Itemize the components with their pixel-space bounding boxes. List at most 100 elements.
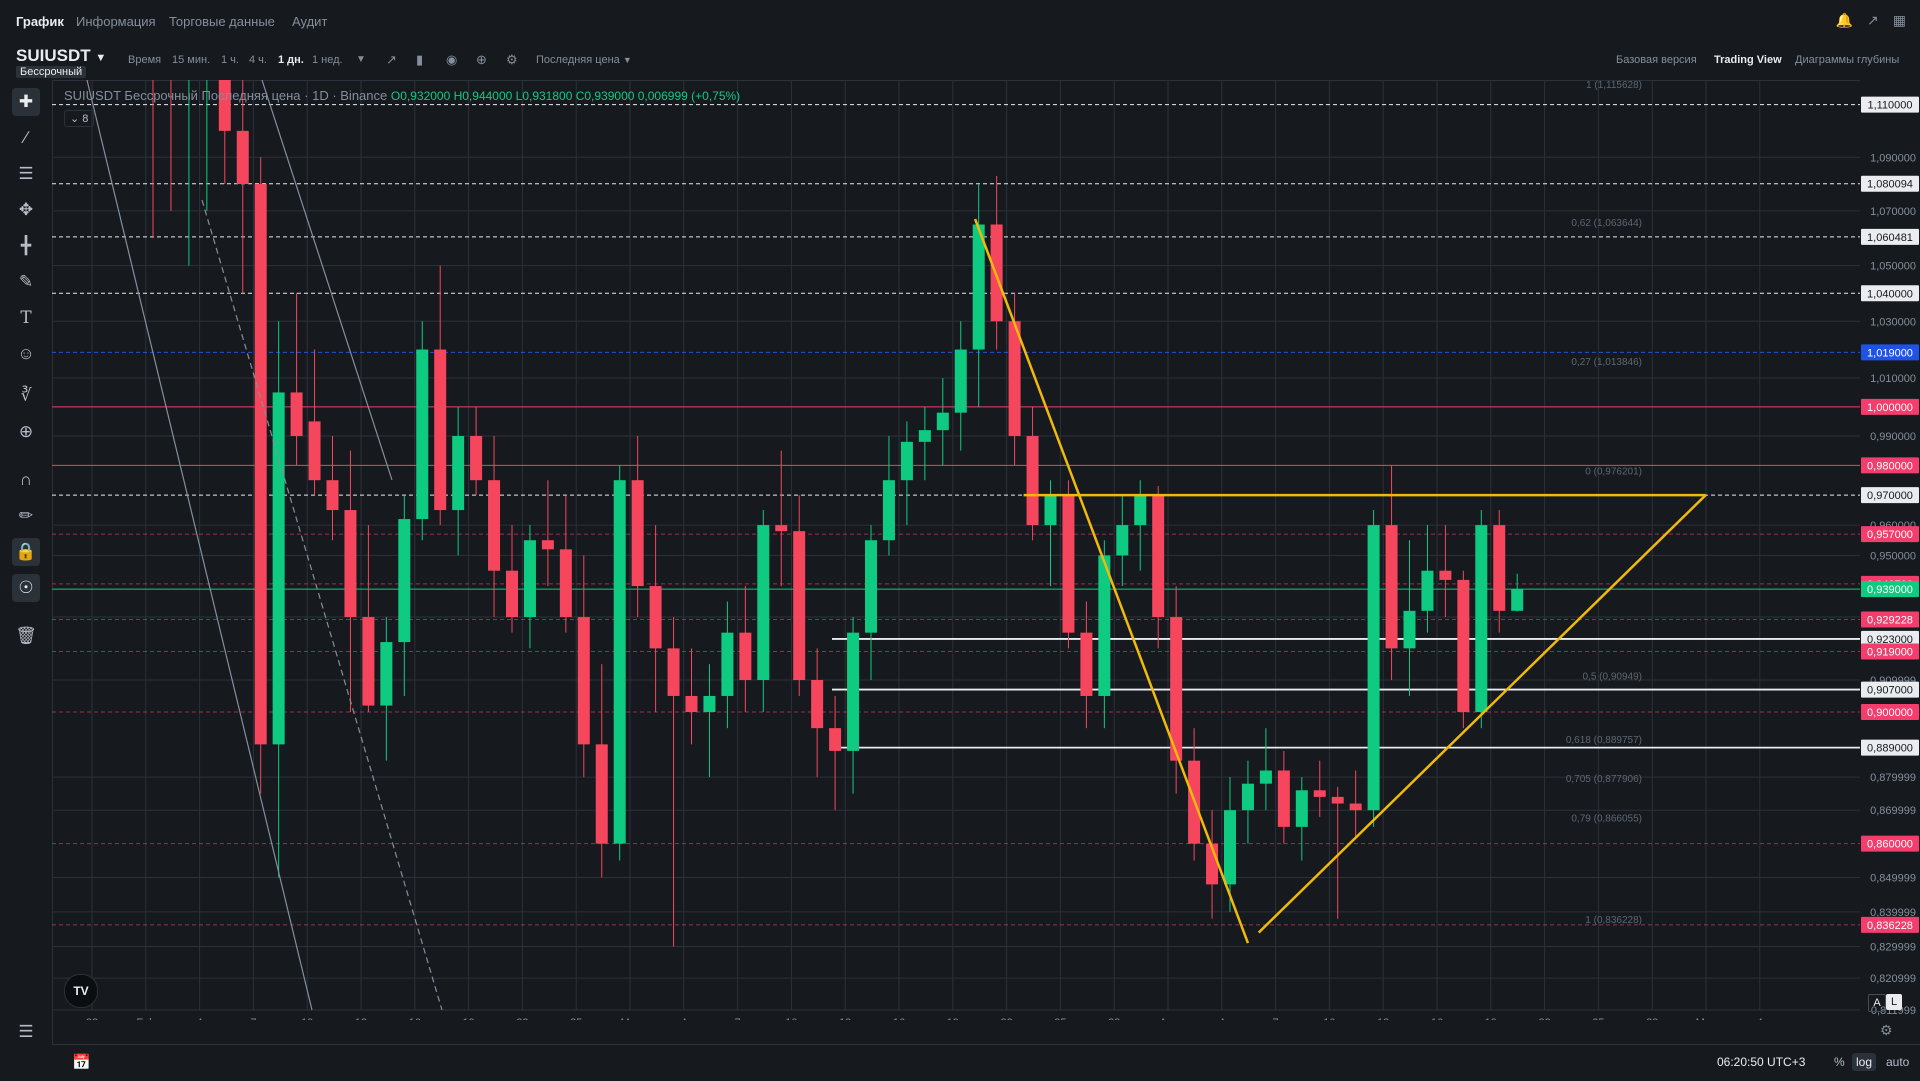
candle-body [793, 531, 806, 681]
candle [595, 664, 608, 878]
magnet-icon[interactable]: ∩ [19, 470, 33, 489]
axis-lock-toggle[interactable]: L [1886, 994, 1902, 1010]
x-tick-label: 10 [785, 1017, 797, 1020]
chart-legend: SUIUSDT Бессрочный Последняя цена · 1D ·… [64, 88, 740, 103]
price-tag-label: 0,970000 [1867, 490, 1913, 502]
tab-trading-data[interactable]: Торговые данные [169, 14, 275, 29]
forecast-icon[interactable]: ╋ [20, 236, 32, 255]
price-tag-label: 0,889000 [1867, 743, 1913, 755]
chart-toolbar: SUIUSDT ▼ Бессрочный Время 15 мин. 1 ч. … [0, 44, 1920, 81]
fib-label: 1 (1,115628) [1586, 80, 1642, 91]
y-tick-label: 0,820999 [1870, 973, 1916, 985]
trash-icon[interactable]: 🗑 [15, 626, 37, 645]
candle-body [308, 421, 321, 481]
pattern-icon[interactable]: ✥ [18, 200, 34, 219]
log-scale-toggle[interactable]: log [1852, 1053, 1877, 1071]
horizontal-lines-icon[interactable]: ☰ [18, 164, 34, 183]
candle-body [685, 695, 698, 713]
x-tick-label: 22 [516, 1017, 528, 1020]
timeframe-4h[interactable]: 4 ч. [249, 54, 267, 66]
ruler-icon[interactable]: ∛ [20, 386, 32, 405]
edit-lock-icon[interactable]: ✏ [18, 506, 34, 525]
calendar-icon[interactable]: 📅 [72, 1054, 91, 1071]
candle-body [1277, 770, 1290, 827]
text-icon[interactable]: T [20, 308, 32, 328]
candle-body [1331, 796, 1344, 804]
symbol-selector[interactable]: SUIUSDT ▼ [16, 46, 106, 66]
x-tick-label: 19 [1485, 1017, 1497, 1020]
candle-body [218, 80, 231, 131]
fib-label: 0 (0,976201) [1585, 467, 1642, 478]
chevron-down-icon[interactable]: ▼ [356, 54, 366, 65]
indicators-icon[interactable]: ↗ [386, 52, 397, 67]
tab-audit[interactable]: Аудит [292, 14, 328, 29]
y-tick-label: 0,869999 [1870, 805, 1916, 817]
candle-body [1439, 570, 1452, 580]
price-tag-label: 1,019000 [1867, 347, 1913, 359]
fib-label: 0,27 (1,013846) [1571, 357, 1642, 368]
price-tag-label: 1,000000 [1867, 402, 1913, 414]
view-tradingview[interactable]: Trading View [1714, 54, 1782, 66]
add-icon[interactable]: ⊕ [476, 52, 487, 67]
tab-info[interactable]: Информация [76, 14, 156, 29]
layers-icon[interactable]: ☰ [18, 1022, 34, 1041]
zoom-in-icon[interactable]: ⊕ [18, 422, 34, 441]
price-source-select[interactable]: Последняя цена ▼ [536, 54, 632, 66]
emoji-icon[interactable]: ☺ [17, 344, 35, 363]
timeframe-1d[interactable]: 1 дн. [278, 54, 304, 66]
trendline-down [973, 218, 1250, 944]
layout-grid-icon[interactable]: ▦ [1892, 12, 1906, 28]
x-tick-label: 7 [735, 1017, 741, 1020]
camera-icon[interactable]: ◉ [446, 52, 458, 67]
candle [188, 80, 190, 266]
x-tick-label: Apr [1159, 1017, 1176, 1020]
candle-body [649, 586, 662, 649]
price-source-label: Последняя цена [536, 54, 620, 66]
price-chart[interactable]: 28 Feb 4 7 10 13 16 19 22 25 Mar 4 7 10 13 16 19 22 25 28 Ap… [52, 80, 1860, 1020]
hide-icon[interactable]: ☉ [12, 574, 40, 602]
candle-type-icon[interactable]: ▮ [416, 52, 424, 67]
candle-body [416, 349, 429, 520]
y-tick-label: 0,849999 [1870, 873, 1916, 885]
axis-auto-toggle[interactable]: A [1868, 994, 1886, 1012]
candle-body [918, 430, 931, 442]
y-tick-label: 1,070000 [1870, 206, 1916, 218]
view-basic[interactable]: Базовая версия [1616, 54, 1697, 66]
indicators-collapse-button[interactable]: ⌄ 8 [64, 110, 95, 127]
candle [900, 421, 913, 526]
candle [1044, 480, 1057, 587]
x-tick-label: 4 [197, 1017, 203, 1020]
timeframe-1h[interactable]: 1 ч. [221, 54, 239, 66]
candle-body [811, 680, 824, 729]
candle [1493, 510, 1506, 633]
candle [1403, 540, 1416, 696]
settings-icon[interactable]: ⚙ [1880, 1022, 1893, 1038]
timeframe-1w[interactable]: 1 нед. [312, 54, 343, 66]
price-tag [1861, 835, 1919, 852]
expand-icon[interactable]: ↗ [1867, 12, 1879, 28]
candle-body [721, 632, 734, 696]
y-tick-label: 0,990000 [1870, 431, 1916, 443]
candle-body [954, 349, 967, 413]
candle [829, 695, 842, 811]
crosshair-icon[interactable]: ✚ [12, 88, 40, 116]
trendline-icon[interactable]: ∕ [24, 128, 28, 147]
timeframe-15m[interactable]: 15 мин. [172, 54, 211, 66]
candle [649, 525, 662, 713]
percent-scale-toggle[interactable]: % [1834, 1055, 1845, 1069]
auto-scale-toggle[interactable]: auto [1886, 1055, 1910, 1069]
candle [1026, 406, 1039, 541]
candle-body [1295, 790, 1308, 827]
bell-icon[interactable]: 🔔 [1835, 12, 1854, 28]
view-depth[interactable]: Диаграммы глубины [1795, 54, 1900, 66]
price-tag [1861, 643, 1919, 660]
candle [972, 183, 985, 407]
lock-icon[interactable]: 🔒 [12, 538, 40, 566]
symbol-name: SUIUSDT [16, 46, 91, 65]
settings-icon[interactable]: ⚙ [506, 52, 518, 67]
candle [1170, 586, 1183, 794]
brush-icon[interactable]: ✎ [18, 272, 34, 291]
candle-body [1313, 790, 1326, 797]
price-tag-label: 1,040000 [1867, 288, 1913, 300]
tab-chart[interactable]: График [16, 14, 64, 29]
